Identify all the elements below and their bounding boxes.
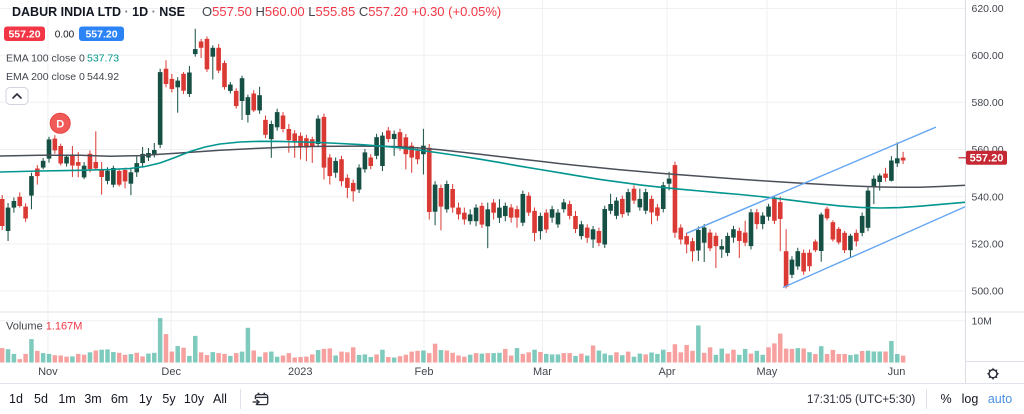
svg-text:2023: 2023 (288, 366, 312, 378)
svg-text:500.00: 500.00 (972, 286, 1004, 298)
svg-text:Jun: Jun (888, 366, 906, 378)
svg-text:580.00: 580.00 (972, 97, 1004, 109)
svg-text:Volume 1.167M: Volume 1.167M (6, 321, 82, 333)
svg-text:557.20: 557.20 (970, 153, 1004, 165)
svg-text:600.00: 600.00 (972, 50, 1004, 62)
svg-text:EMA 100 close 0 537.73: EMA 100 close 0 537.73 (6, 53, 119, 65)
svg-text:auto: auto (988, 392, 1012, 406)
svg-text:O557.50 H560.00 L555.85 C557.2: O557.50 H560.00 L555.85 C557.20 +0.30 (+… (202, 4, 501, 19)
svg-text:1m: 1m (58, 392, 75, 406)
svg-text:540.00: 540.00 (972, 191, 1004, 203)
svg-text:D: D (56, 118, 64, 130)
svg-text:1d: 1d (9, 392, 23, 406)
svg-text:557.20: 557.20 (8, 28, 40, 40)
svg-text:Dec: Dec (161, 366, 181, 378)
svg-text:EMA 200 close 0 544.92: EMA 200 close 0 544.92 (6, 71, 119, 83)
svg-text:Mar: Mar (533, 366, 552, 378)
svg-text:10M: 10M (972, 315, 992, 327)
svg-text:6m: 6m (111, 392, 128, 406)
svg-text:1y: 1y (139, 392, 153, 406)
svg-text:%: % (940, 392, 951, 406)
svg-text:5y: 5y (162, 392, 176, 406)
svg-text:620.00: 620.00 (972, 3, 1004, 15)
svg-text:Feb: Feb (415, 366, 434, 378)
svg-text:log: log (962, 392, 979, 406)
svg-text:0.00: 0.00 (55, 29, 75, 40)
svg-text:May: May (757, 366, 778, 378)
svg-text:Apr: Apr (658, 366, 675, 378)
svg-text:All: All (213, 392, 227, 406)
svg-text:17:31:05 (UTC+5:30): 17:31:05 (UTC+5:30) (807, 394, 916, 406)
svg-text:Nov: Nov (38, 366, 58, 378)
svg-text:557.20: 557.20 (85, 28, 117, 40)
svg-text:3m: 3m (84, 392, 101, 406)
svg-text:10y: 10y (184, 392, 205, 406)
svg-text:520.00: 520.00 (972, 239, 1004, 251)
svg-text:DABUR INDIA LTD · 1D · NSE: DABUR INDIA LTD · 1D · NSE (12, 5, 185, 19)
svg-text:5d: 5d (34, 392, 48, 406)
